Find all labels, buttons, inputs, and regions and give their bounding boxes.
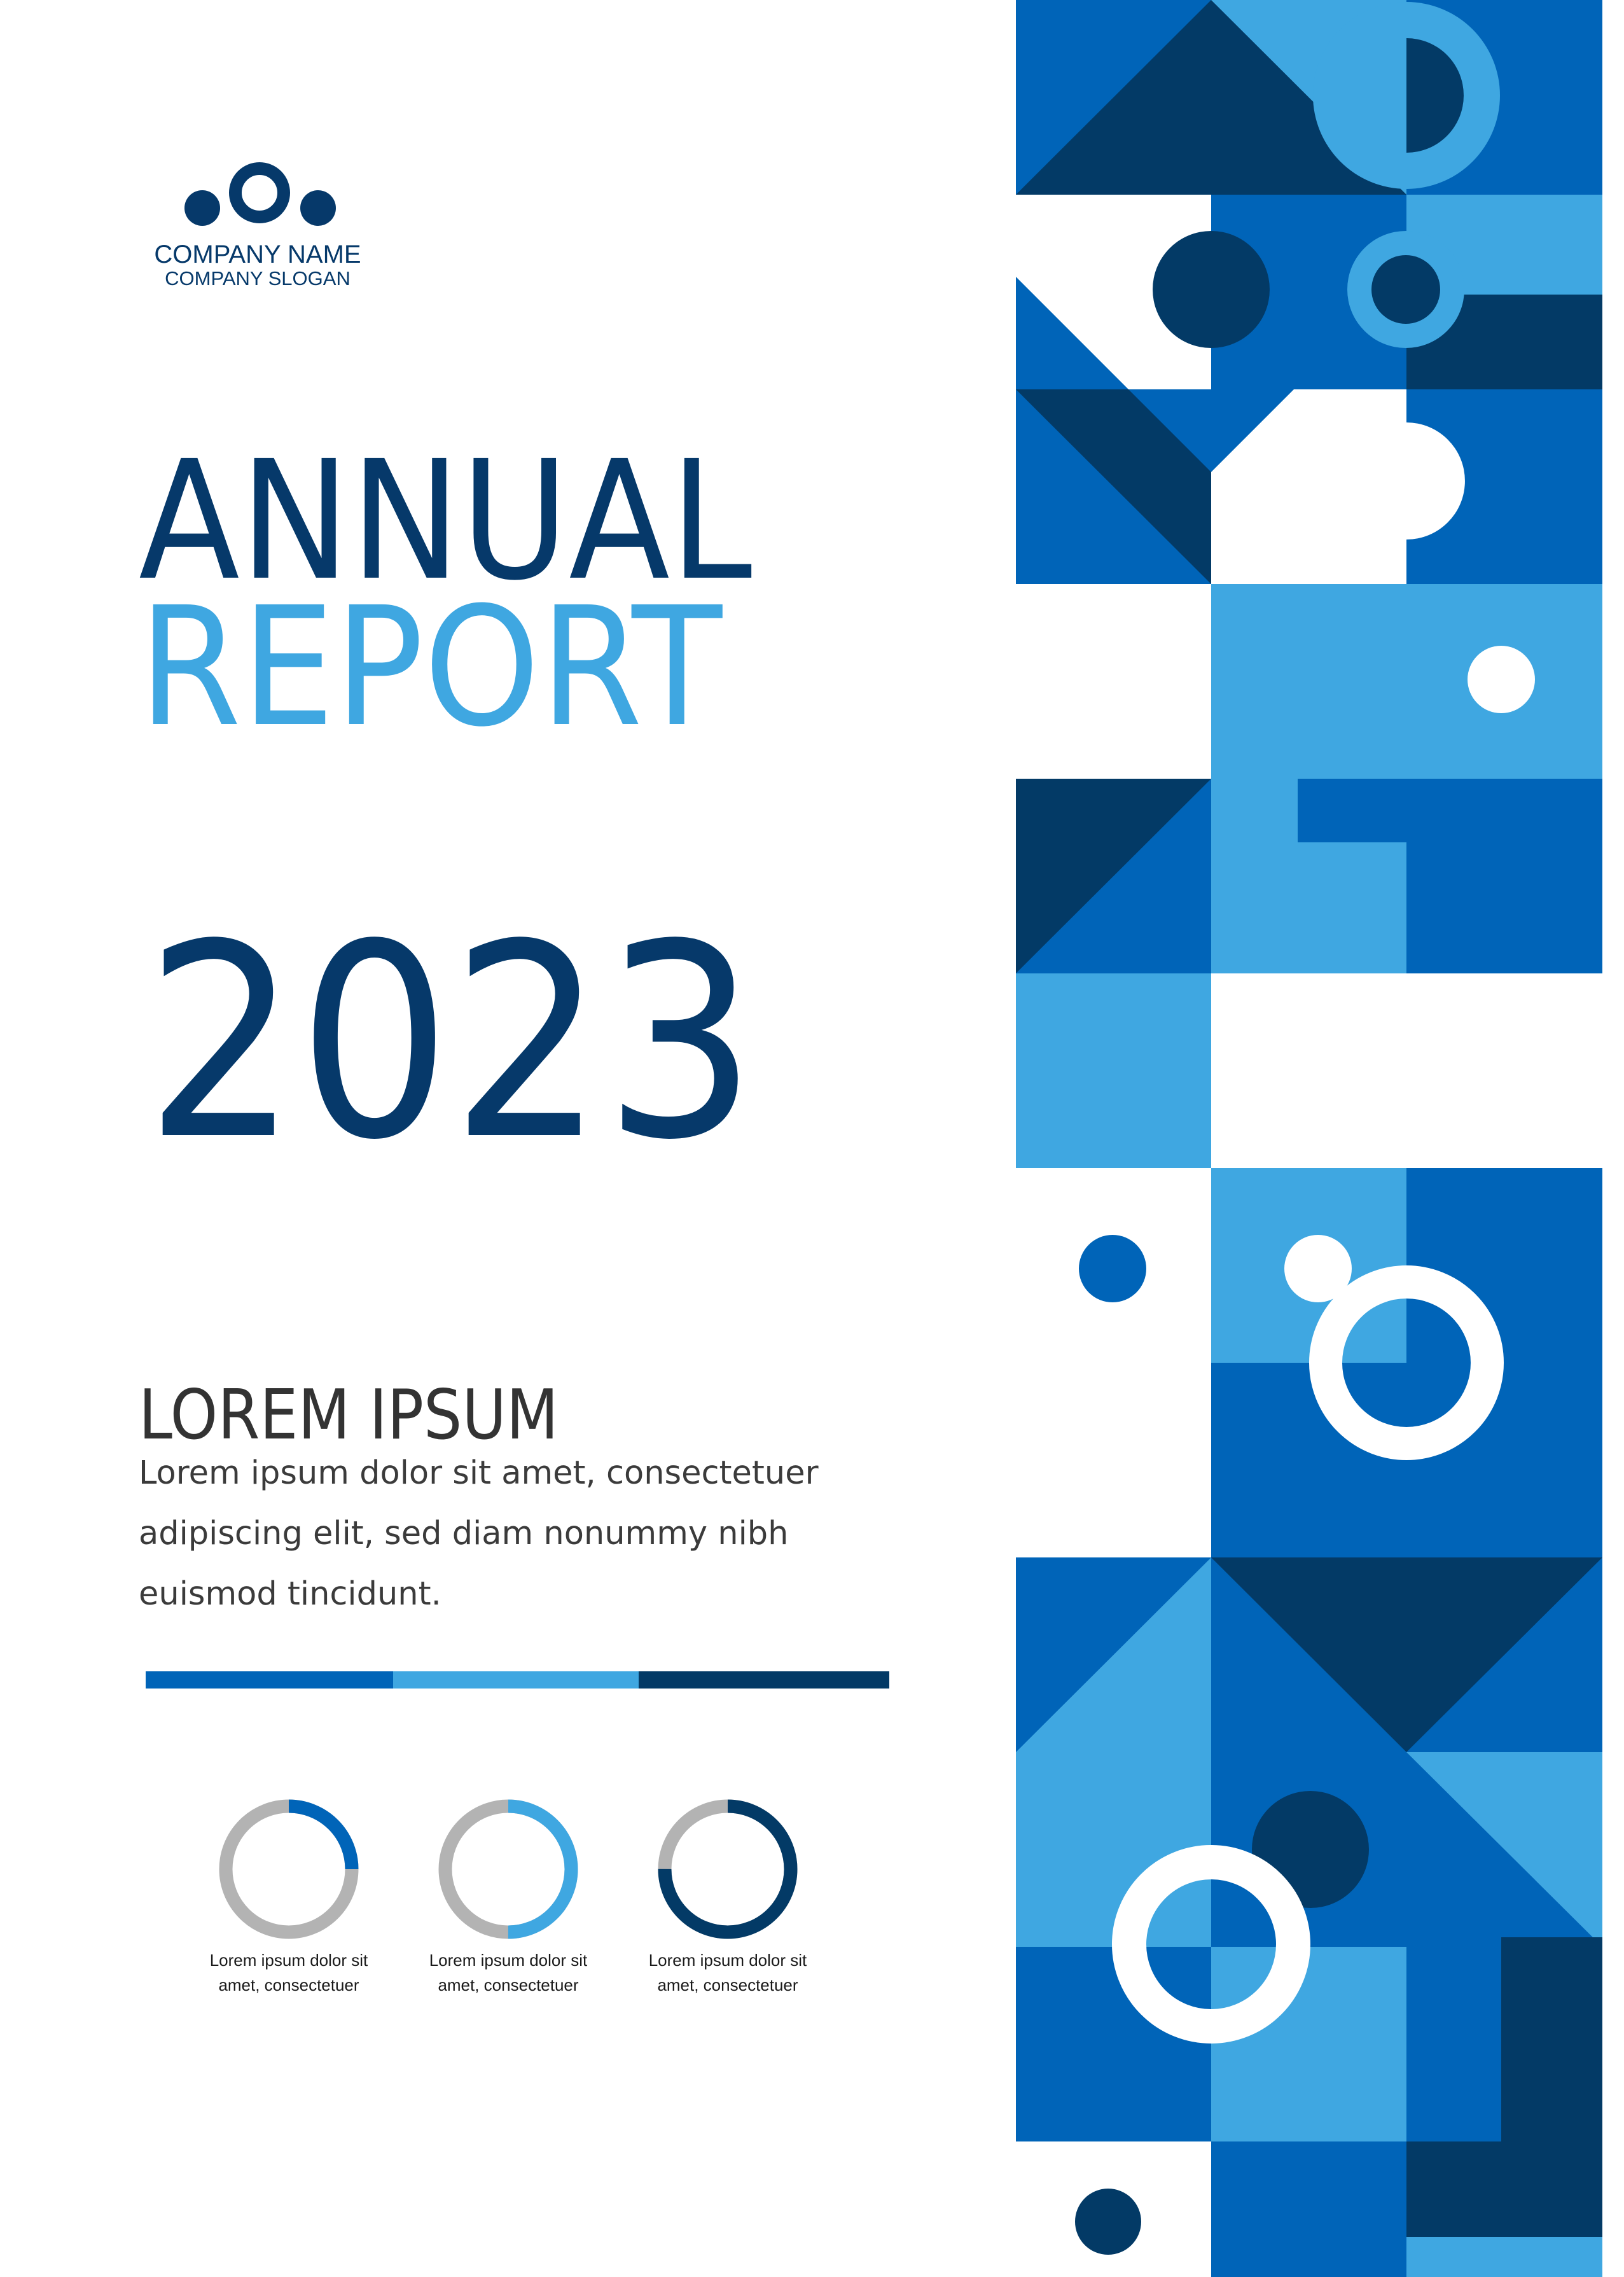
divider-segment-navy [639, 1671, 889, 1689]
report-year: 2023 [145, 888, 757, 1199]
stat-donut-arc-3 [658, 1799, 798, 1939]
section-heading: LOREM IPSUM [139, 1375, 559, 1455]
stat-donut-arc-2 [438, 1799, 578, 1939]
stat-caption-2: Lorem ipsum dolor sit amet, consectetuer [429, 1951, 588, 1995]
section-body-text: Lorem ipsum dolor sit amet, consectetuer… [139, 1454, 819, 1613]
stat-caption-3: Lorem ipsum dolor sit amet, consectetuer [648, 1951, 807, 1995]
geometric-pattern [1016, 0, 1602, 2277]
divider-segment-light-blue [393, 1671, 639, 1689]
stat-donut-arc-1 [219, 1799, 359, 1939]
company-logo-icon [184, 162, 336, 226]
title-annual: ANNUAL [139, 426, 753, 616]
company-name: COMPANY NAME [154, 240, 361, 268]
company-slogan: COMPANY SLOGAN [165, 267, 350, 289]
stat-donut-2 [438, 1799, 578, 1939]
stat-donut-1 [219, 1799, 359, 1939]
divider-segment-blue [146, 1671, 393, 1689]
stat-donut-3 [658, 1799, 798, 1939]
stat-caption-1: Lorem ipsum dolor sit amet, consectetuer [209, 1951, 368, 1995]
title-report: REPORT [139, 572, 723, 763]
